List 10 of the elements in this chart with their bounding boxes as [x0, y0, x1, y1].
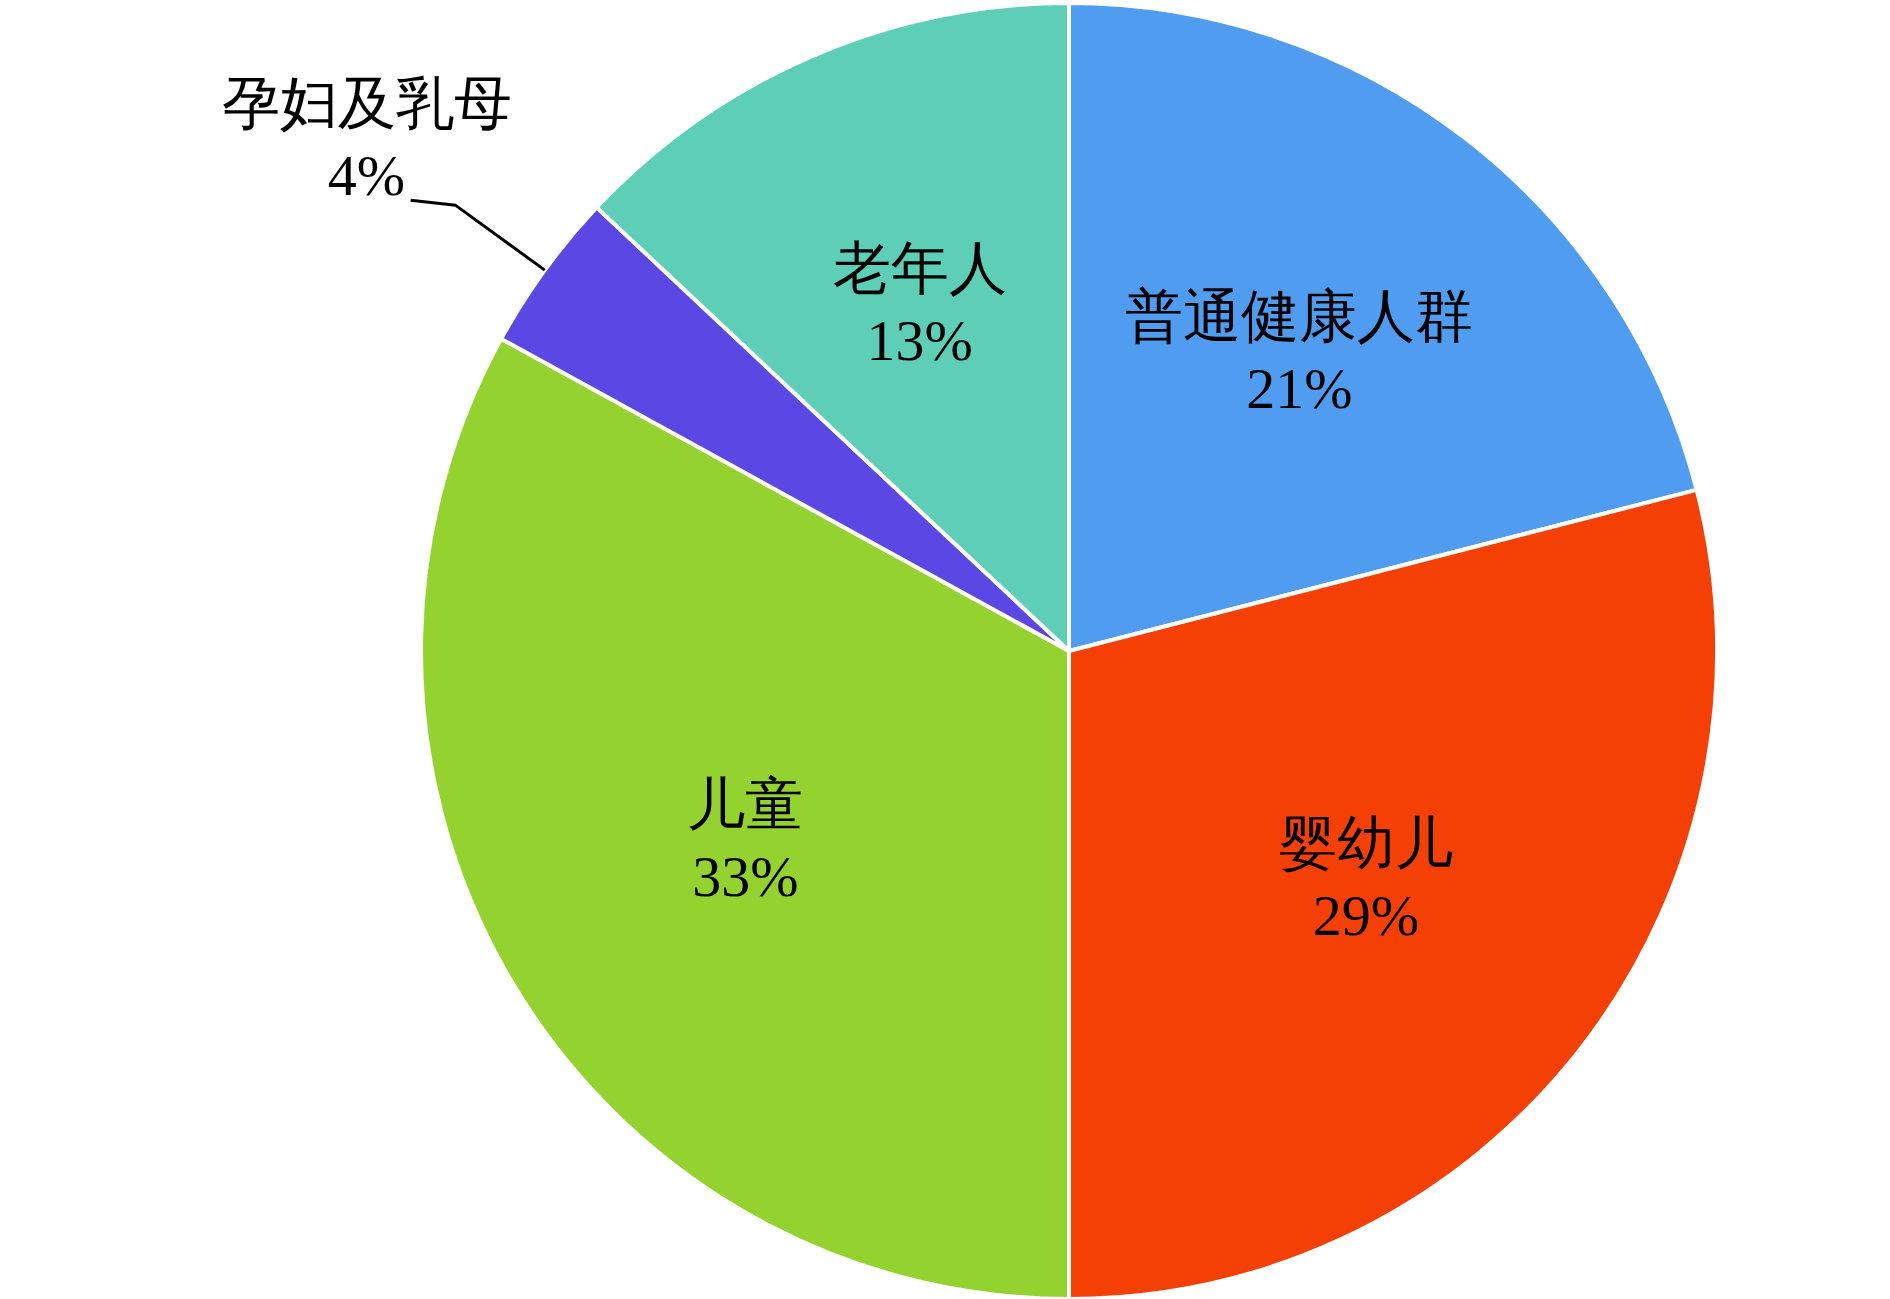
- data-label: 13%: [866, 308, 973, 374]
- slice-label: 婴幼儿: [1278, 811, 1453, 877]
- slice-label: 孕妇及乳母: [221, 70, 512, 136]
- data-label: 33%: [692, 844, 799, 910]
- data-label: 4%: [327, 142, 406, 208]
- slice-label: 老年人: [832, 236, 1007, 302]
- data-label: 29%: [1312, 883, 1420, 949]
- slice-label: 儿童: [687, 772, 804, 838]
- data-label: 21%: [1246, 356, 1353, 422]
- slice-label: 普通健康人群: [1125, 284, 1474, 350]
